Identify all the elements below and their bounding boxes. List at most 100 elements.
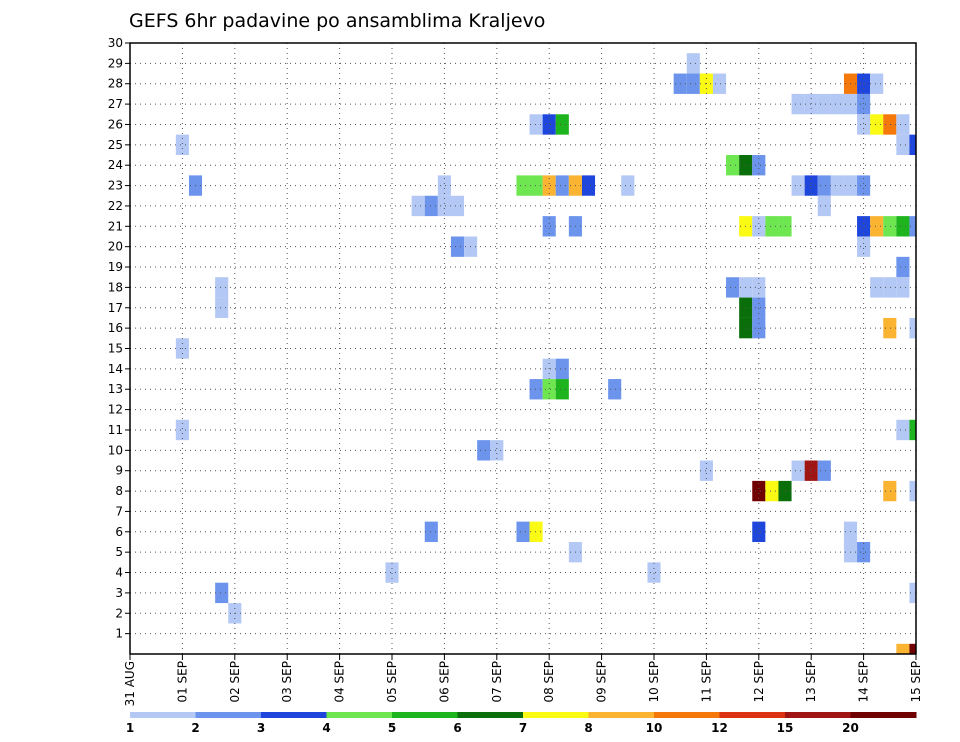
y-tick-label: 26 (108, 117, 123, 131)
x-tick-label: 15 SEP (909, 661, 923, 703)
heatmap-cell (857, 114, 871, 135)
heatmap-cell (857, 175, 871, 196)
heatmap-cell (608, 379, 622, 400)
heatmap-cell (385, 562, 399, 583)
y-tick-label: 23 (108, 179, 123, 193)
x-tick-label: 14 SEP (857, 661, 871, 703)
heatmap-cell (857, 541, 871, 563)
heatmap-cell (857, 216, 871, 237)
y-tick-label: 14 (108, 362, 123, 376)
y-tick-label: 16 (108, 321, 123, 335)
colorbar-segment (457, 712, 524, 718)
heatmap-cell (883, 277, 897, 298)
y-tick-label: 29 (108, 56, 123, 70)
y-tick-label: 30 (108, 36, 123, 50)
heatmap-cell (555, 358, 569, 380)
heatmap-cell (411, 195, 425, 217)
heatmap-cell (804, 93, 818, 115)
plot-frame (129, 42, 917, 655)
x-tick-label: 31 AUG (123, 661, 137, 706)
y-tick-label: 15 (108, 342, 123, 356)
heatmap-cell (870, 277, 884, 298)
colorbar-segment (850, 712, 917, 718)
y-tick-label: 9 (115, 464, 123, 478)
heatmap-cell (699, 460, 713, 481)
heatmap-cell (870, 73, 884, 94)
colorbar-label: 3 (257, 721, 265, 735)
heatmap-cell (752, 216, 766, 237)
y-tick-label: 13 (108, 382, 123, 396)
y-tick-label: 6 (115, 525, 123, 539)
y-tick-label: 8 (115, 484, 123, 498)
heatmap-cell (529, 114, 543, 135)
heatmap-cell (870, 216, 884, 237)
heatmap-cell (437, 175, 451, 196)
x-tick-label: 13 SEP (804, 661, 818, 703)
heatmap-cell (817, 195, 831, 217)
x-tick-label: 03 SEP (280, 661, 294, 703)
heatmap-cells (175, 53, 916, 654)
y-tick-label: 25 (108, 138, 123, 152)
y-tick-label: 5 (115, 545, 123, 559)
colorbar-label: 15 (777, 721, 794, 735)
x-tick-label: 10 SEP (647, 661, 661, 703)
colorbar: 1 2 3 4 5 6 7 8 10 12 15 20 (126, 712, 917, 735)
heatmap-cell (857, 236, 871, 257)
heatmap-cell (817, 460, 831, 481)
x-tick-label: 12 SEP (752, 661, 766, 703)
colorbar-segment (654, 712, 720, 718)
y-tick-label: 17 (108, 301, 123, 315)
heatmap-cell (870, 114, 884, 135)
heatmap-cell (896, 256, 910, 278)
colorbar-segment (130, 712, 196, 718)
heatmap-cell (896, 114, 910, 135)
heatmap-cell (424, 195, 438, 217)
heatmap-cell (883, 114, 897, 135)
heatmap-cell (215, 277, 229, 298)
heatmap-cell (896, 419, 910, 441)
heatmap-cell (896, 216, 910, 237)
heatmap-cell (175, 419, 189, 441)
heatmap-cell (909, 643, 916, 654)
y-tick-label: 27 (108, 97, 123, 111)
heatmap-cell (555, 379, 569, 400)
colorbar-segment (392, 712, 458, 718)
heatmap-cell (817, 93, 831, 115)
heatmap-cell (686, 73, 700, 94)
heatmap-cell (529, 175, 543, 196)
y-tick-label: 22 (108, 199, 123, 213)
y-tick-label: 24 (108, 158, 123, 172)
heatmap-cell (752, 277, 766, 298)
x-tick-label: 08 SEP (542, 661, 556, 703)
heatmap-cell (765, 480, 779, 502)
y-tick-label: 18 (108, 280, 123, 294)
heatmap-cell (791, 93, 805, 115)
heatmap-cell (437, 195, 451, 217)
heatmap-cell (726, 155, 740, 176)
heatmap-cell (883, 216, 897, 237)
colorbar-segment (523, 712, 589, 718)
heatmap-cell (581, 175, 596, 196)
y-axis-labels: 1234567891011121314151617181920212223242… (108, 36, 130, 641)
heatmap-cell (804, 175, 818, 196)
colorbar-label: 8 (584, 721, 592, 735)
heatmap-cell (909, 419, 916, 441)
heatmap-cell (909, 582, 916, 604)
x-tick-label: 05 SEP (385, 661, 399, 703)
heatmap-cell (712, 73, 727, 94)
colorbar-segment (719, 712, 786, 718)
heatmap-cell (542, 175, 556, 196)
y-tick-label: 1 (115, 627, 123, 641)
y-tick-label: 21 (108, 219, 123, 233)
y-tick-label: 10 (108, 443, 123, 457)
heatmap-cell (752, 521, 766, 542)
heatmap-cell (909, 134, 916, 156)
heatmap-cell (752, 155, 766, 176)
heatmap-cell (555, 114, 569, 135)
y-tick-label: 11 (108, 423, 123, 437)
y-tick-label: 20 (108, 240, 123, 254)
y-tick-label: 3 (115, 586, 123, 600)
heatmap-cell (516, 175, 530, 196)
heatmap-cell (909, 480, 916, 502)
heatmap-cell (896, 277, 910, 298)
